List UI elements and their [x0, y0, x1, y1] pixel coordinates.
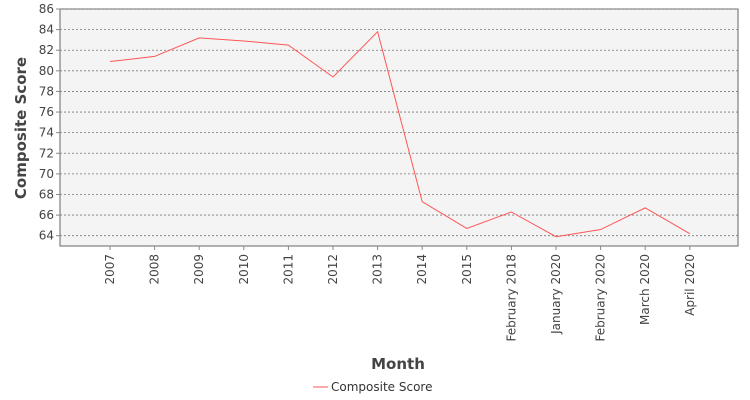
x-tick-label: January 2020: [549, 254, 563, 335]
series-line: [109, 30, 691, 238]
y-tick-label: 80: [39, 64, 54, 78]
y-tick-label: 72: [39, 146, 54, 160]
y-axis-ticks: 64 66 68 70 72 74 76 78 80 82 84 86: [39, 2, 60, 243]
x-tick-label: February 2020: [594, 254, 608, 342]
x-tick-label: 2015: [460, 254, 474, 285]
plot-area: [59, 8, 739, 247]
x-axis-ticks: 2007 2008 2009 2010 2011 2012 2013 2014 2015 Febr…: [103, 246, 697, 342]
legend: Composite Score: [313, 380, 432, 394]
x-tick-label: 2007: [103, 254, 117, 285]
y-tick-label: 66: [39, 208, 54, 222]
x-tick-label: March 2020: [638, 254, 652, 325]
series-group: [109, 30, 691, 238]
legend-label: Composite Score: [331, 380, 432, 394]
x-axis-title: Month: [371, 355, 425, 373]
y-tick-label: 82: [39, 43, 54, 57]
x-tick-label: 2009: [192, 254, 206, 285]
x-tick-label: 2014: [415, 254, 429, 285]
y-axis-title: Composite Score: [12, 57, 30, 199]
y-tick-label: 74: [39, 126, 54, 140]
x-tick-label: 2011: [281, 254, 295, 285]
y-tick-label: 68: [39, 187, 54, 201]
y-tick-label: 84: [39, 23, 54, 37]
x-tick-label: 2010: [237, 254, 251, 285]
y-tick-label: 76: [39, 105, 54, 119]
y-tick-label: 78: [39, 84, 54, 98]
y-tick-label: 64: [39, 229, 54, 243]
y-tick-label: 86: [39, 2, 54, 16]
y-tick-label: 70: [39, 167, 54, 181]
x-tick-label: 2008: [148, 254, 162, 285]
x-tick-label: April 2020: [683, 254, 697, 316]
x-tick-label: February 2018: [504, 254, 518, 342]
grid-lines: [60, 8, 738, 237]
x-tick-label: 2013: [371, 254, 385, 285]
x-tick-label: 2012: [326, 254, 340, 285]
